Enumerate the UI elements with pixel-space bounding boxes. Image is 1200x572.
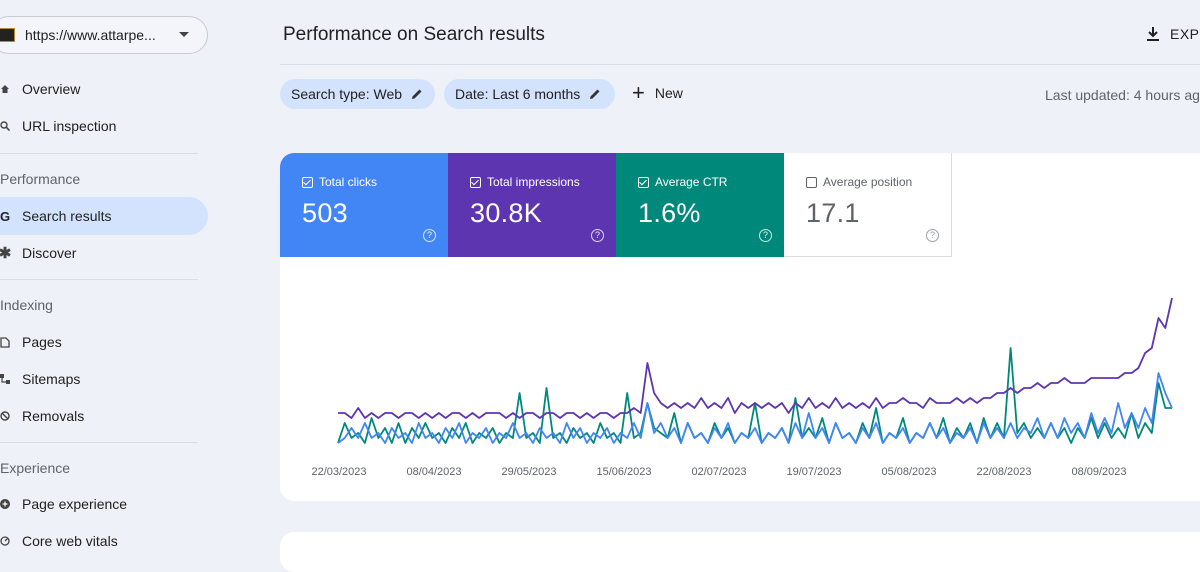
metric-average-ctr[interactable]: Average CTR 1.6% ? bbox=[616, 153, 784, 257]
sidebar-item-url-inspection[interactable]: URL inspection bbox=[0, 107, 208, 145]
metric-label: Total clicks bbox=[319, 175, 378, 189]
metric-value: 17.1 bbox=[806, 198, 860, 228]
search-type-filter-chip[interactable]: Search type: Web bbox=[280, 79, 435, 109]
checkbox-icon[interactable] bbox=[638, 176, 649, 188]
chip-label: Search type: Web bbox=[291, 86, 403, 102]
last-updated-text: Last updated: 4 hours ag bbox=[1045, 87, 1200, 103]
property-selector[interactable]: https://www.attarpe... bbox=[0, 16, 208, 54]
sidebar-item-search-results[interactable]: G Search results bbox=[0, 197, 208, 235]
checkbox-icon[interactable] bbox=[806, 176, 817, 188]
metric-label: Total impressions bbox=[487, 175, 580, 189]
x-tick-label: 22/03/2023 bbox=[311, 466, 366, 478]
sidebar-item-label: Sitemaps bbox=[22, 371, 81, 387]
x-tick-label: 15/06/2023 bbox=[596, 466, 651, 478]
sidebar-item-discover[interactable]: ✱ Discover bbox=[0, 234, 208, 272]
x-tick-label: 08/09/2023 bbox=[1071, 466, 1126, 478]
new-filter-button[interactable]: + New bbox=[632, 80, 683, 105]
sidebar-item-label: Core web vitals bbox=[22, 533, 118, 549]
metric-total-impressions[interactable]: Total impressions 30.8K ? bbox=[448, 153, 616, 257]
sidebar-item-overview[interactable]: Overview bbox=[0, 70, 208, 108]
sidebar-item-label: Pages bbox=[22, 334, 62, 350]
sidebar-item-page-experience[interactable]: Page experience bbox=[0, 485, 208, 523]
sidebar-item-pages[interactable]: Pages bbox=[0, 323, 208, 361]
asterisk-icon: ✱ bbox=[0, 245, 12, 262]
sidebar-item-label: Page experience bbox=[22, 496, 128, 512]
sidebar-item-label: Discover bbox=[22, 245, 77, 261]
help-icon[interactable]: ? bbox=[591, 229, 604, 242]
site-logo-icon bbox=[0, 28, 15, 42]
home-icon bbox=[0, 84, 10, 94]
metric-value: 503 bbox=[302, 198, 348, 228]
search-icon bbox=[0, 121, 10, 131]
header-divider bbox=[280, 64, 1200, 65]
chevron-down-icon bbox=[179, 32, 189, 37]
metric-average-position[interactable]: Average position 17.1 ? bbox=[784, 153, 952, 257]
x-tick-label: 02/07/2023 bbox=[691, 466, 746, 478]
help-icon[interactable]: ? bbox=[926, 229, 939, 242]
checkbox-icon[interactable] bbox=[302, 176, 313, 188]
help-icon[interactable]: ? bbox=[423, 229, 436, 242]
section-label-experience: Experience bbox=[0, 460, 71, 476]
chip-label: Date: Last 6 months bbox=[455, 86, 581, 102]
sidebar: https://www.attarpe... Overview URL insp… bbox=[0, 0, 230, 550]
x-tick-label: 08/04/2023 bbox=[406, 466, 461, 478]
pencil-icon bbox=[411, 88, 423, 100]
x-tick-label: 19/07/2023 bbox=[786, 466, 841, 478]
metric-value: 30.8K bbox=[470, 198, 543, 228]
help-icon[interactable]: ? bbox=[759, 229, 772, 242]
metric-value: 1.6% bbox=[638, 198, 701, 228]
x-tick-label: 29/05/2023 bbox=[501, 466, 556, 478]
sidebar-divider bbox=[0, 279, 198, 280]
metric-total-clicks[interactable]: Total clicks 503 ? bbox=[280, 153, 448, 257]
sidebar-item-label: Overview bbox=[22, 81, 81, 97]
metric-label: Average position bbox=[823, 175, 913, 189]
plus-circle-icon bbox=[0, 499, 10, 509]
export-label: EXPO bbox=[1170, 26, 1200, 42]
checkbox-icon[interactable] bbox=[470, 176, 481, 188]
export-button[interactable]: EXPO bbox=[1146, 26, 1200, 42]
sidebar-item-sitemaps[interactable]: Sitemaps bbox=[0, 360, 208, 398]
google-icon: G bbox=[0, 208, 11, 224]
page-icon bbox=[0, 336, 10, 348]
sidebar-item-label: Search results bbox=[22, 208, 112, 224]
sidebar-divider bbox=[0, 442, 198, 443]
download-icon bbox=[1147, 27, 1159, 41]
sidebar-item-label: URL inspection bbox=[22, 118, 117, 134]
date-filter-chip[interactable]: Date: Last 6 months bbox=[444, 79, 615, 109]
page-title: Performance on Search results bbox=[283, 24, 545, 45]
x-tick-label: 05/08/2023 bbox=[881, 466, 936, 478]
sidebar-item-core-web-vitals[interactable]: Core web vitals bbox=[0, 522, 208, 560]
property-url: https://www.attarpe... bbox=[25, 27, 156, 43]
gauge-icon bbox=[0, 536, 10, 546]
series-line-total-clicks bbox=[337, 372, 1173, 444]
sidebar-item-removals[interactable]: Removals bbox=[0, 397, 208, 435]
plus-icon: + bbox=[632, 80, 645, 105]
sidebar-divider bbox=[0, 153, 198, 154]
section-label-performance: Performance bbox=[0, 171, 81, 187]
series-line-total-impressions bbox=[338, 297, 1173, 419]
x-tick-label: 22/08/2023 bbox=[976, 466, 1031, 478]
pencil-icon bbox=[589, 88, 601, 100]
metric-label: Average CTR bbox=[655, 175, 728, 189]
queries-card bbox=[280, 532, 1200, 572]
performance-line-chart: 22/03/2023 08/04/2023 29/05/2023 15/06/2023… bbox=[311, 297, 1173, 478]
performance-card: Total clicks 503 ? Total impressions 30.… bbox=[280, 153, 1200, 501]
section-label-indexing: Indexing bbox=[0, 297, 53, 313]
sitemap-icon bbox=[0, 374, 10, 384]
removal-icon bbox=[0, 411, 10, 421]
new-filter-label: New bbox=[654, 85, 683, 101]
sidebar-item-label: Removals bbox=[22, 408, 85, 424]
